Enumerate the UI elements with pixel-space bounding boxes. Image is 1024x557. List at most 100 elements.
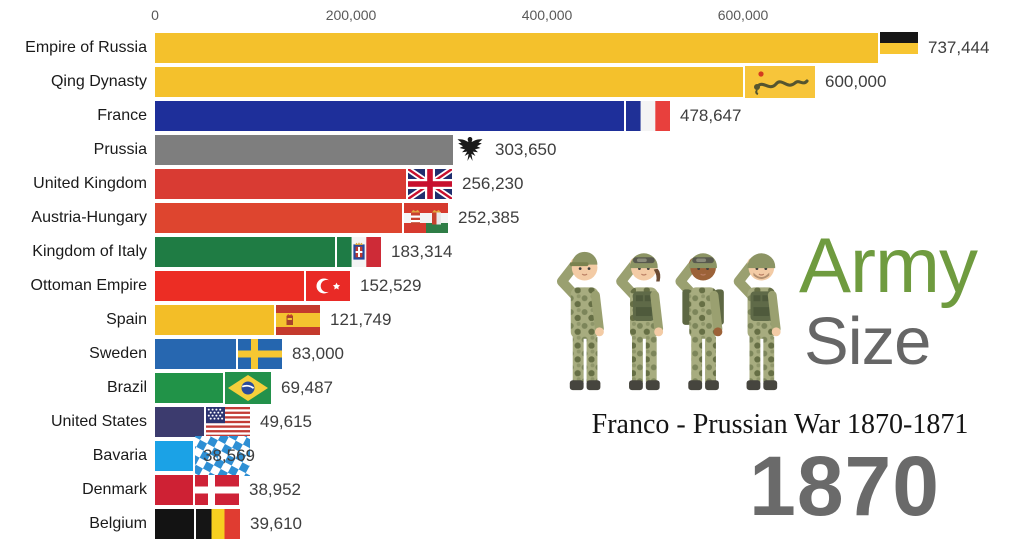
bar-track: 69,487 [155, 372, 1024, 404]
bar-row: Empire of Russia 737,444 [0, 31, 1024, 65]
bar-value-label: 600,000 [825, 72, 887, 91]
flag-qing-dynasty-icon [745, 66, 815, 98]
bar-track: 478,647 [155, 101, 1024, 131]
bar [155, 475, 193, 505]
bar-track: 600,000 [155, 66, 1024, 98]
bar-row: Sweden 83,000 [0, 339, 1024, 369]
war-title: Franco - Prussian War 1870-1871 [591, 409, 969, 440]
flag-denmark-icon [195, 475, 239, 505]
bar-value-label: 38,569 [203, 446, 255, 465]
country-label: Sweden [89, 345, 147, 362]
bar-track: 303,650 [155, 135, 1024, 165]
bar-row: Prussia 303,650 [0, 135, 1024, 165]
bar-value-label: 303,650 [495, 140, 557, 159]
bar-track: 737,444 [155, 31, 1024, 65]
bar-row: France 478,647 [0, 101, 1024, 131]
bar-value-label: 83,000 [292, 344, 344, 363]
bar-value-label: 38,952 [249, 480, 301, 499]
country-label: Belgium [89, 515, 147, 532]
flag-kingdom-of-italy-icon [337, 237, 381, 267]
flag-bavaria-icon [195, 436, 250, 476]
brand-logo: Army Size [799, 221, 978, 379]
bar [155, 271, 304, 301]
bar [155, 67, 743, 97]
x-axis: 0 200,000 400,000 600,000 [0, 0, 1024, 30]
bar-track: 152,529 [155, 271, 1024, 301]
bar-row: Qing Dynasty 600,000 [0, 66, 1024, 98]
country-label: Austria-Hungary [31, 209, 147, 226]
country-label: United Kingdom [33, 175, 147, 192]
country-label: Bavaria [92, 447, 147, 464]
brand-title-size: Size [804, 304, 931, 379]
bar [155, 407, 204, 437]
flag-brazil-icon [225, 372, 271, 404]
country-label: Ottoman Empire [30, 277, 147, 294]
bar [155, 169, 406, 199]
bar-track: 38,569 [155, 436, 1024, 476]
bar-row: Belgium 39,610 [0, 509, 1024, 539]
bar [155, 373, 223, 403]
country-label: Empire of Russia [25, 39, 147, 56]
bar-value-label: 252,385 [458, 208, 520, 227]
bar-value-label: 69,487 [281, 378, 333, 397]
bar-track: 256,230 [155, 169, 1024, 199]
bar-row: Kingdom of Italy 183,314 [0, 237, 1024, 267]
bar-value-label: 121,749 [330, 310, 392, 329]
country-label: France [97, 107, 147, 124]
bar-value-label: 478,647 [680, 106, 742, 125]
bar-track: 38,952 [155, 475, 1024, 505]
x-axis-tick: 600,000 [717, 7, 769, 23]
x-axis-tick: 200,000 [325, 7, 377, 23]
flag-russia-empire-icon [880, 31, 918, 65]
bar [155, 441, 193, 471]
bar-row: Denmark 38,952 [0, 475, 1024, 505]
flag-france-icon [626, 101, 670, 131]
bar-chart: Empire of Russia 737,444 Qing Dynasty 60… [0, 31, 1024, 543]
country-label: Prussia [93, 141, 147, 158]
soldiers-illustration [553, 237, 790, 397]
brand-title-army: Army [799, 221, 978, 309]
bar [155, 203, 402, 233]
bar [155, 101, 624, 131]
bar-value-label: 39,610 [250, 514, 302, 533]
bar-value-label: 49,615 [260, 412, 312, 431]
bar-row: Bavaria 38,569 [0, 436, 1024, 476]
country-label: Spain [106, 311, 147, 328]
bar-track: 49,615 [155, 407, 1024, 437]
country-label: Qing Dynasty [50, 73, 147, 90]
bar-row: United States 49,615 [0, 407, 1024, 437]
bar [155, 237, 335, 267]
bar-track: 39,610 [155, 509, 1024, 539]
flag-austria-hungary-icon [404, 203, 448, 233]
bar-row: Ottoman Empire 152,529 [0, 271, 1024, 301]
bar-row: United Kingdom 256,230 [0, 169, 1024, 199]
bar [155, 509, 194, 539]
country-label: Brazil [106, 379, 147, 396]
bar-row: Austria-Hungary 252,385 [0, 203, 1024, 233]
country-label: United States [50, 413, 147, 430]
flag-ottoman-empire-icon [306, 271, 350, 301]
bar [155, 33, 878, 63]
bar [155, 135, 453, 165]
bar-value-label: 256,230 [462, 174, 524, 193]
bar-track: 252,385 [155, 203, 1024, 233]
flag-sweden-icon [238, 339, 282, 369]
x-axis-tick: 400,000 [521, 7, 573, 23]
flag-united-states-icon [206, 407, 250, 437]
bar [155, 339, 236, 369]
bar-value-label: 183,314 [391, 242, 453, 261]
flag-belgium-icon [196, 509, 240, 539]
year-counter: 1870 [749, 439, 940, 533]
bar-value-label: 152,529 [360, 276, 422, 295]
bar-value-label: 737,444 [928, 38, 990, 57]
bar-row: Brazil 69,487 [0, 372, 1024, 404]
bar-track: 121,749 [155, 305, 1024, 335]
x-axis-tick: 0 [151, 7, 159, 23]
bar-track: 83,000 [155, 339, 1024, 369]
bar [155, 305, 274, 335]
bar-row: Spain 121,749 [0, 305, 1024, 335]
flag-united-kingdom-icon [408, 169, 452, 199]
country-label: Kingdom of Italy [32, 243, 147, 260]
country-label: Denmark [82, 481, 147, 498]
